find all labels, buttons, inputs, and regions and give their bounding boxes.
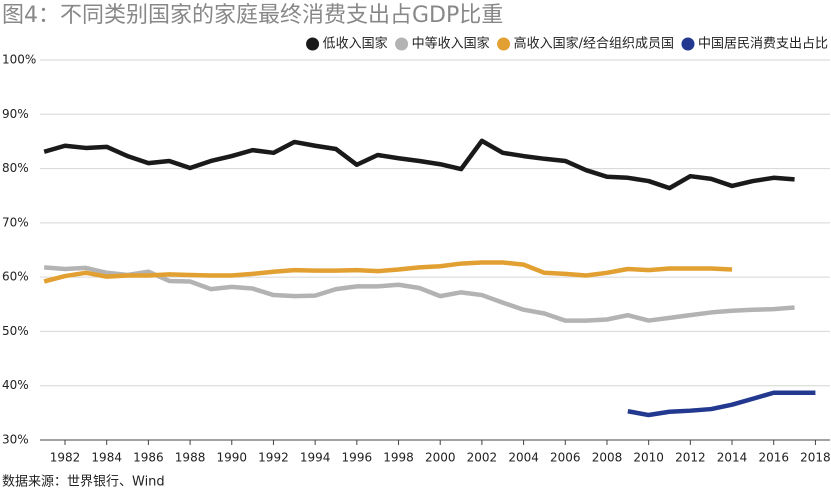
x-tick-label: 2004 <box>508 451 539 465</box>
x-tick-label: 2000 <box>425 451 456 465</box>
legend-marker <box>395 37 409 51</box>
x-tick-label: 2016 <box>758 451 789 465</box>
y-tick-label: 60% <box>2 270 29 284</box>
source-note: 数据来源：世界银行、Wind <box>2 475 165 490</box>
x-tick-label: 2014 <box>717 451 748 465</box>
legend-marker <box>306 37 320 51</box>
x-tick-label: 1996 <box>342 451 373 465</box>
x-tick-label: 1994 <box>300 451 331 465</box>
x-tick-label: 2008 <box>592 451 623 465</box>
chart-title: 图4：不同类别国家的家庭最终消费支出占GDP比重 <box>2 3 503 28</box>
legend-label: 低收入国家 <box>323 36 388 52</box>
x-tick-label: 1984 <box>91 451 122 465</box>
y-tick-label: 90% <box>2 107 29 121</box>
data-line <box>627 390 816 418</box>
x-tick-label: 1998 <box>383 451 414 465</box>
y-tick-label: 50% <box>2 324 29 338</box>
legend-label: 中国居民消费支出占比 <box>698 37 828 52</box>
y-tick-label: 70% <box>2 215 29 229</box>
x-tick-label: 1982 <box>50 451 81 465</box>
y-tick-label: 30% <box>2 433 29 447</box>
legend-label: 高收入国家/经合组织成员国 <box>514 36 674 52</box>
data-line <box>43 265 795 323</box>
x-tick-label: 2002 <box>467 451 498 465</box>
y-tick-label: 100% <box>2 53 36 67</box>
x-tick-label: 1988 <box>175 451 206 465</box>
y-tick-label: 40% <box>2 378 29 392</box>
x-tick-label: 2010 <box>633 451 664 465</box>
x-tick-label: 1992 <box>258 451 289 465</box>
x-tick-label: 1986 <box>133 451 164 465</box>
data-line <box>43 260 733 284</box>
x-tick-label: 2012 <box>675 451 706 465</box>
x-tick-label: 2006 <box>550 451 581 465</box>
legend-marker <box>681 37 695 51</box>
x-tick-label: 2018 <box>800 451 831 465</box>
y-tick-label: 80% <box>2 161 29 175</box>
legend-label: 中等收入国家 <box>412 36 490 52</box>
legend-marker <box>497 37 511 51</box>
data-line <box>43 138 795 191</box>
x-tick-label: 1990 <box>216 451 247 465</box>
